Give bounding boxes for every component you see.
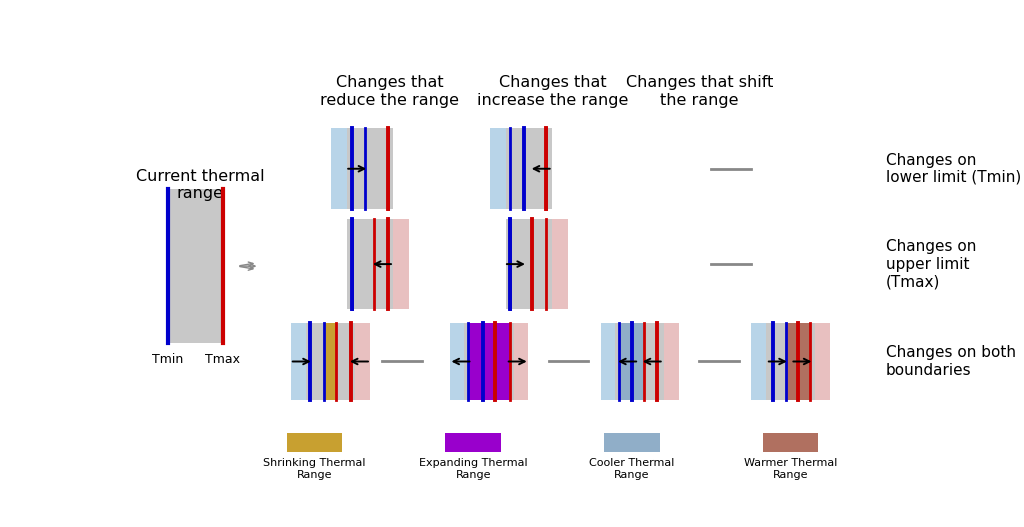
Bar — [506, 323, 528, 400]
Bar — [766, 323, 815, 400]
Bar — [808, 323, 830, 400]
Bar — [620, 323, 644, 400]
Bar — [510, 219, 546, 309]
Text: Shrinking Thermal
Range: Shrinking Thermal Range — [263, 458, 366, 480]
Bar — [506, 219, 552, 309]
Bar — [386, 219, 410, 309]
Bar — [600, 323, 623, 400]
Bar — [166, 189, 225, 343]
Bar — [351, 219, 374, 309]
Text: Expanding Thermal
Range: Expanding Thermal Range — [419, 458, 527, 480]
Text: Changes on
upper limit
(Tmax): Changes on upper limit (Tmax) — [886, 239, 976, 289]
Bar — [347, 128, 393, 209]
Bar — [347, 219, 393, 309]
Bar — [785, 323, 810, 400]
Text: Changes on
lower limit (Tmin): Changes on lower limit (Tmin) — [886, 152, 1021, 185]
Bar — [752, 323, 773, 400]
Text: Tmin: Tmin — [153, 354, 183, 366]
Bar — [506, 128, 552, 209]
Bar — [287, 433, 342, 452]
Text: Cooler Thermal
Range: Cooler Thermal Range — [589, 458, 675, 480]
Bar — [331, 128, 354, 209]
Bar — [366, 128, 387, 209]
Bar — [615, 323, 665, 400]
Text: Changes on both
boundaries: Changes on both boundaries — [886, 345, 1016, 378]
Bar — [604, 433, 659, 452]
Text: Tmax: Tmax — [206, 354, 241, 366]
Bar — [763, 433, 818, 452]
Bar — [445, 433, 501, 452]
Bar — [325, 323, 336, 400]
Bar — [545, 219, 568, 309]
Text: Changes that
increase the range: Changes that increase the range — [477, 75, 629, 108]
Bar — [347, 323, 370, 400]
Text: Warmer Thermal
Range: Warmer Thermal Range — [744, 458, 838, 480]
Bar — [306, 323, 355, 400]
Text: Changes that shift
the range: Changes that shift the range — [626, 75, 773, 108]
Bar — [657, 323, 679, 400]
Bar — [291, 323, 313, 400]
Bar — [489, 128, 513, 209]
Text: Changes that
reduce the range: Changes that reduce the range — [321, 75, 460, 108]
Text: Current thermal
range: Current thermal range — [136, 169, 264, 201]
Bar — [450, 323, 472, 400]
Bar — [465, 323, 514, 400]
Bar — [510, 128, 546, 209]
Bar — [468, 323, 510, 400]
